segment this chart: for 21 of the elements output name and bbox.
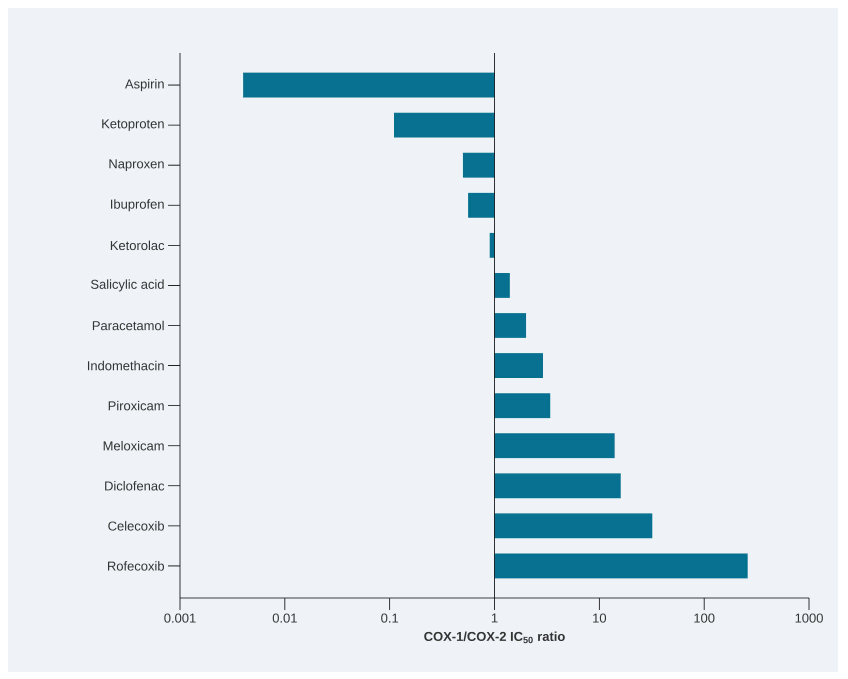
y-tick-label: Ibuprofen (111, 199, 164, 212)
y-tick-label: Naproxen (109, 159, 164, 171)
x-tick-label: 0.01 (272, 614, 297, 623)
y-tick-label: Piroxicam (108, 400, 164, 410)
y-tick-label: Paracetamol (92, 320, 164, 330)
x-tick-label: 100 (694, 614, 714, 623)
y-tick-label: Diclofenac (105, 481, 164, 491)
y-tick-label: Celecoxib (108, 521, 164, 531)
y-tick-label: Ketorolac (110, 240, 164, 250)
x-tick-label: 1 (492, 614, 498, 622)
y-tick-label: Aspirin (124, 79, 164, 92)
x-tick-label: 0.1 (381, 614, 398, 623)
text: COX-1/COX-2 IC$_{50}$ ratio (424, 632, 565, 644)
x-tick-label: 10 (593, 614, 606, 623)
x-tick-label: 1000 (796, 614, 823, 623)
y-tick-label: Ketoproten (102, 119, 164, 131)
y-tick-label: Indomethacin (88, 360, 164, 370)
x-tick-label: 0.001 (164, 614, 196, 623)
y-tick-label: Meloxicam (104, 440, 164, 450)
y-tick-label: Rofecoxib (108, 561, 164, 571)
y-tick-label: Salicylic acid (90, 279, 164, 292)
